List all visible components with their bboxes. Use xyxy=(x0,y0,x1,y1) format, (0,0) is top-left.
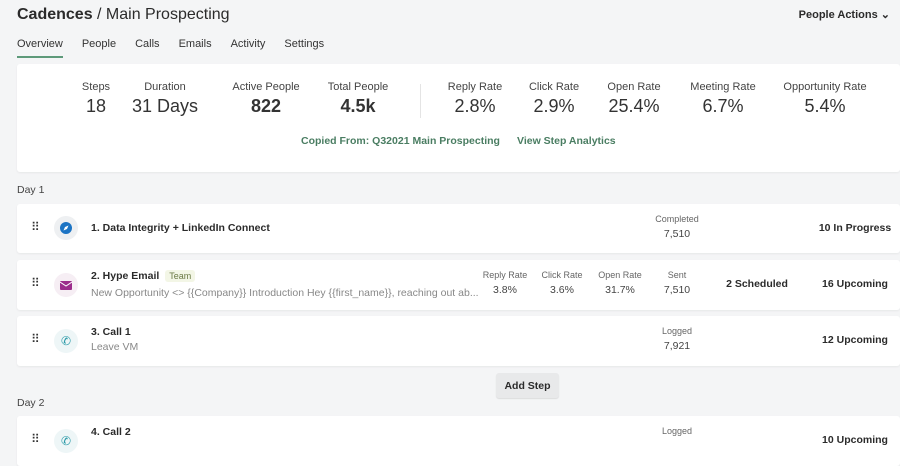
view-step-analytics-link[interactable]: View Step Analytics xyxy=(517,135,616,147)
step-subtitle: Leave VM xyxy=(91,341,139,353)
people-actions-button[interactable]: People Actions ⌄ xyxy=(798,9,890,21)
drag-handle-icon[interactable]: ⠿ xyxy=(31,276,40,290)
phone-icon: ✆ xyxy=(54,329,78,353)
reply-rate-metric: Reply Rate 3.8% xyxy=(482,270,528,296)
tab-activity[interactable]: Activity xyxy=(230,38,266,50)
stat-duration: Duration 31 Days xyxy=(131,81,199,116)
tab-people[interactable]: People xyxy=(81,38,117,50)
tab-calls[interactable]: Calls xyxy=(135,38,160,50)
stat-meeting-rate: Meeting Rate 6.7% xyxy=(690,81,756,116)
scheduled-count: 2 Scheduled xyxy=(726,278,788,290)
chevron-down-icon: ⌄ xyxy=(880,9,890,21)
stat-steps: Steps 18 xyxy=(81,81,111,116)
drag-handle-icon[interactable]: ⠿ xyxy=(31,220,40,234)
step-card[interactable]: ⠿ 1. Data Integrity + LinkedIn Connect C… xyxy=(17,204,900,253)
drag-handle-icon[interactable]: ⠿ xyxy=(31,432,40,446)
stat-reply-rate: Reply Rate 2.8% xyxy=(447,81,503,116)
logged-metric: Logged xyxy=(661,426,693,436)
tab-overview[interactable]: Overview xyxy=(17,38,63,58)
stat-open-rate: Open Rate 25.4% xyxy=(607,81,661,116)
stat-click-rate: Click Rate 2.9% xyxy=(528,81,580,116)
stat-opportunity-rate: Opportunity Rate 5.4% xyxy=(783,81,867,116)
divider xyxy=(420,84,421,118)
click-rate-metric: Click Rate 3.6% xyxy=(541,270,583,296)
logged-metric: Logged 7,921 xyxy=(661,326,693,352)
step-name[interactable]: 3. Call 1 xyxy=(91,326,131,338)
team-badge: Team xyxy=(165,270,196,282)
stats-card: Steps 18 Duration 31 Days Active People 822… xyxy=(17,64,900,172)
drag-handle-icon[interactable]: ⠿ xyxy=(31,332,40,346)
step-status: 12 Upcoming xyxy=(822,334,888,346)
open-rate-metric: Open Rate 31.7% xyxy=(598,270,642,296)
phone-icon: ✆ xyxy=(54,429,78,453)
stat-active-people: Active People 822 xyxy=(232,81,300,116)
step-name[interactable]: 4. Call 2 xyxy=(91,426,131,438)
copied-from-link[interactable]: Copied From: Q32021 Main Prospecting xyxy=(301,135,500,147)
stat-total-people: Total People 4.5k xyxy=(327,81,389,116)
tab-bar: Overview People Calls Emails Activity Se… xyxy=(17,38,324,58)
step-name[interactable]: 1. Data Integrity + LinkedIn Connect xyxy=(91,222,270,234)
add-step-button[interactable]: Add Step xyxy=(496,373,559,398)
step-name[interactable]: 2. Hype Email Team xyxy=(91,270,196,282)
step-card[interactable]: ⠿ ✆ 3. Call 1 Leave VM Logged 7,921 12 Up… xyxy=(17,316,900,366)
compass-icon xyxy=(54,216,78,240)
day-label: Day 1 xyxy=(17,184,45,196)
tab-settings[interactable]: Settings xyxy=(284,38,325,50)
email-icon xyxy=(54,273,78,297)
day-label: Day 2 xyxy=(17,397,45,409)
step-status: 16 Upcoming xyxy=(822,278,888,290)
step-status: 10 In Progress xyxy=(818,222,892,234)
step-subtitle: New Opportunity <> {{Company}} Introduct… xyxy=(91,287,479,299)
step-status: 10 Upcoming xyxy=(822,434,888,446)
step-card[interactable]: ⠿ ✆ 4. Call 2 Logged 10 Upcoming xyxy=(17,416,900,466)
tab-emails[interactable]: Emails xyxy=(178,38,212,50)
step-card[interactable]: ⠿ 2. Hype Email Team New Opportunity <> {… xyxy=(17,260,900,310)
sent-metric: Sent 7,510 xyxy=(663,270,691,296)
completed-metric: Completed 7,510 xyxy=(655,214,699,240)
page-title: Cadences / Main Prospecting xyxy=(17,6,230,23)
